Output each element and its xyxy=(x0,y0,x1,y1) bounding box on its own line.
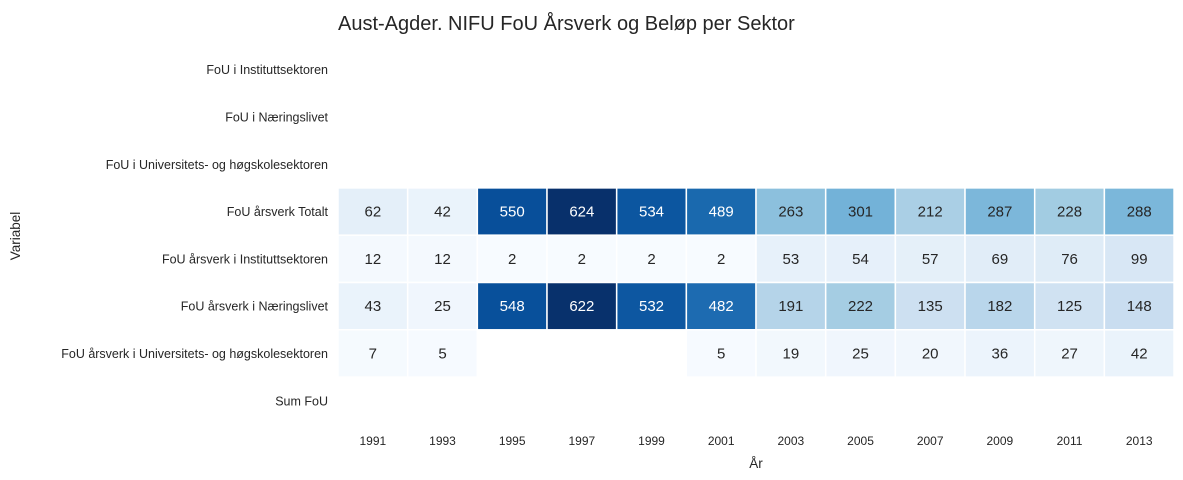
cell-value-label: 2 xyxy=(508,251,516,268)
heatmap-cell xyxy=(755,329,827,378)
cell-value-label: 76 xyxy=(1061,251,1078,268)
heatmap-cell xyxy=(964,234,1036,284)
cell-value-label: 57 xyxy=(922,251,939,268)
heatmap-cell xyxy=(615,281,688,331)
cell-value-label: 288 xyxy=(1127,204,1152,221)
cell-value-label: 301 xyxy=(848,204,873,221)
cell-value-label: 43 xyxy=(364,298,381,315)
cell-value-label: 5 xyxy=(717,345,725,362)
heatmap-cell xyxy=(406,234,479,284)
cell-value-label: 42 xyxy=(434,204,451,221)
heatmap-cell xyxy=(894,329,966,378)
y-tick-label: FoU årsverk Totalt xyxy=(227,205,329,219)
cell-value-label: 25 xyxy=(434,298,451,315)
x-tick-label: 2013 xyxy=(1126,434,1153,448)
heatmap-cell xyxy=(1033,234,1106,284)
heatmap-cell xyxy=(337,187,409,236)
x-axis-title: År xyxy=(749,456,763,471)
heatmap-cell xyxy=(406,187,479,236)
chart-title: Aust-Agder. NIFU FoU Årsverk og Beløp pe… xyxy=(338,12,795,35)
heatmap-cell xyxy=(755,234,827,284)
heatmap-cell xyxy=(755,281,827,331)
x-tick-label: 2011 xyxy=(1057,434,1083,448)
cell-value-label: 622 xyxy=(569,298,594,315)
cell-value-label: 182 xyxy=(987,298,1012,315)
cell-value-label: 12 xyxy=(364,251,381,268)
cell-value-label: 2 xyxy=(578,251,586,268)
cell-value-label: 19 xyxy=(783,345,800,362)
cell-value-label: 62 xyxy=(364,204,381,221)
heatmap-cell xyxy=(337,329,409,378)
y-tick-label: FoU årsverk i Universitets- og høgskoles… xyxy=(61,347,328,361)
y-tick-label: FoU årsverk i Næringslivet xyxy=(181,300,329,314)
heatmap-cell xyxy=(1103,234,1175,284)
cell-value-label: 125 xyxy=(1057,298,1082,315)
y-tick-label: FoU i Næringslivet xyxy=(225,110,328,124)
cell-value-label: 53 xyxy=(783,251,800,268)
heatmap-cell xyxy=(964,187,1036,236)
y-axis-title: Variabel xyxy=(8,212,23,261)
x-tick-label: 1995 xyxy=(499,434,526,448)
heatmap-cell xyxy=(615,234,688,284)
x-tick-label: 2009 xyxy=(987,434,1014,448)
heatmap-cell xyxy=(406,329,479,378)
cell-value-label: 191 xyxy=(778,298,803,315)
x-tick-label: 2001 xyxy=(708,434,735,448)
cell-value-label: 482 xyxy=(709,298,734,315)
cell-value-label: 2 xyxy=(717,251,725,268)
cell-value-label: 228 xyxy=(1057,204,1082,221)
y-tick-label: FoU årsverk i Instituttsektoren xyxy=(162,252,328,266)
heatmap-cell xyxy=(1103,187,1175,236)
cell-value-label: 550 xyxy=(500,204,525,221)
cell-value-label: 36 xyxy=(992,345,1009,362)
x-tick-label: 2005 xyxy=(847,434,874,448)
cell-value-label: 12 xyxy=(434,251,451,268)
x-tick-label: 2007 xyxy=(917,434,944,448)
heatmap-cell xyxy=(546,281,618,331)
cell-value-label: 148 xyxy=(1127,298,1152,315)
y-tick-label: Sum FoU xyxy=(275,394,328,408)
cell-value-label: 287 xyxy=(987,204,1012,221)
cell-value-label: 25 xyxy=(852,345,869,362)
heatmap-cell xyxy=(894,234,966,284)
y-tick-label: FoU i Instituttsektoren xyxy=(206,63,328,77)
x-tick-label: 1991 xyxy=(359,434,386,448)
cell-value-label: 624 xyxy=(569,204,594,221)
x-tick-label: 1999 xyxy=(638,434,665,448)
cell-value-label: 42 xyxy=(1131,345,1148,362)
x-tick-labels: 1991 1993 1995 1997 1999 2001 2003 2005 2007 2009… xyxy=(359,434,1152,448)
cell-value-label: 54 xyxy=(852,251,869,268)
heatmap-cell xyxy=(824,329,897,378)
cell-value-label: 27 xyxy=(1061,345,1078,362)
heatmap-cell xyxy=(1103,329,1175,378)
y-tick-labels: FoU i Instituttsektoren FoU i Næringslive… xyxy=(61,63,328,408)
cell-value-label: 69 xyxy=(992,251,1009,268)
heatmap-cell xyxy=(824,234,897,284)
heatmap-cell xyxy=(546,234,618,284)
cell-value-label: 135 xyxy=(918,298,943,315)
cell-value-label: 5 xyxy=(438,345,446,362)
heatmap-cell xyxy=(476,281,548,331)
cell-value-label: 489 xyxy=(709,204,734,221)
cell-value-label: 222 xyxy=(848,298,873,315)
cell-value-label: 263 xyxy=(778,204,803,221)
heatmap-cell xyxy=(824,187,897,236)
cell-value-label: 99 xyxy=(1131,251,1148,268)
heatmap-cell xyxy=(1103,281,1175,331)
cell-value-label: 20 xyxy=(922,345,939,362)
cell-value-label: 548 xyxy=(500,298,525,315)
cell-value-label: 534 xyxy=(639,204,664,221)
cell-value-label: 532 xyxy=(639,298,664,315)
x-tick-label: 1993 xyxy=(429,434,456,448)
cell-value-label: 212 xyxy=(918,204,943,221)
heatmap-cell xyxy=(685,187,757,236)
x-tick-label: 1997 xyxy=(568,434,595,448)
x-tick-label: 2003 xyxy=(778,434,805,448)
cell-value-label: 2 xyxy=(647,251,655,268)
cell-value-label: 7 xyxy=(369,345,377,362)
y-tick-label: FoU i Universitets- og høgskolesektoren xyxy=(106,158,328,172)
heatmap-cell xyxy=(685,234,757,284)
